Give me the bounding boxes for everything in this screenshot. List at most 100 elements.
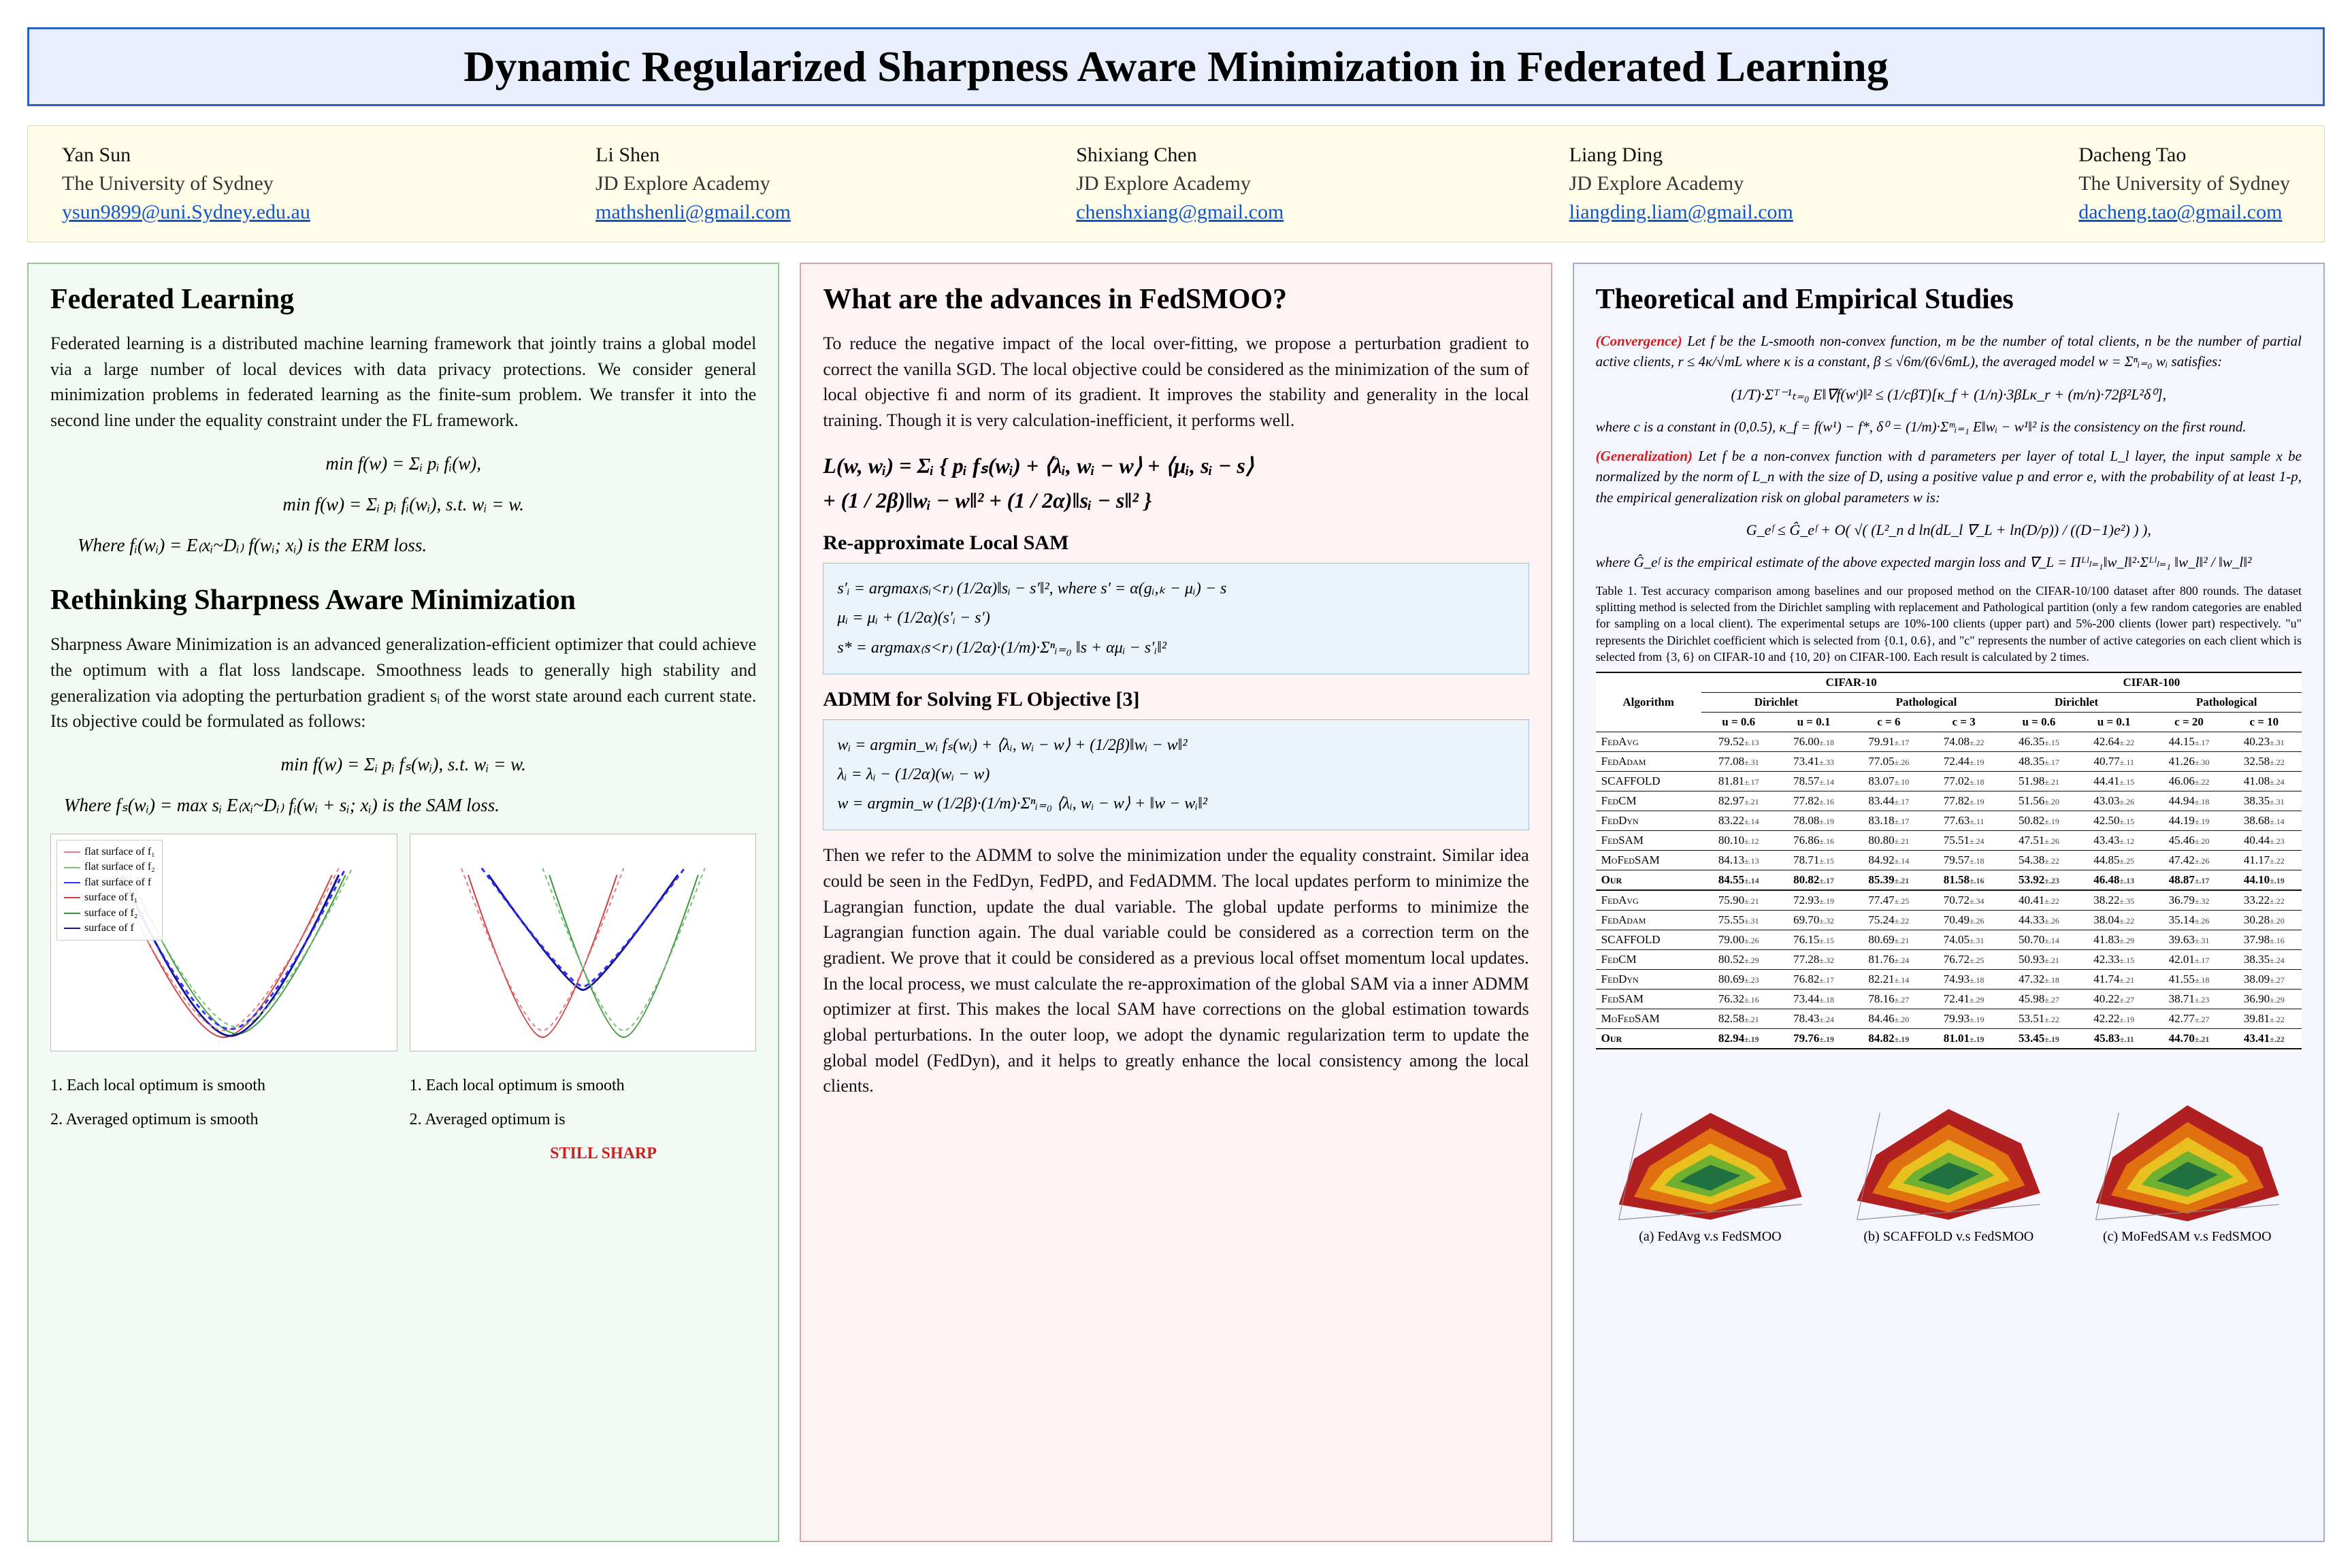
result-cell: 48.35±.17: [2002, 752, 2076, 772]
result-cell: 43.43±.12: [2076, 831, 2151, 851]
result-cell: 83.22±.14: [1701, 811, 1776, 831]
caption-line: 2. Averaged optimum is: [410, 1107, 757, 1132]
result-cell: 82.94±.19: [1701, 1029, 1776, 1049]
author-3: Liang Ding JD Explore Academy liangding.…: [1569, 141, 1793, 227]
result-cell: 43.41±.22: [2227, 1029, 2302, 1049]
author-email-link[interactable]: mathshenli@gmail.com: [595, 201, 791, 223]
result-cell: 53.51±.22: [2002, 1009, 2076, 1029]
result-cell: 43.03±.26: [2076, 791, 2151, 811]
result-cell: 44.85±.25: [2076, 851, 2151, 870]
table-row: FedAvg79.52±.1376.00±.1879.91±.1774.08±.…: [1596, 732, 2302, 752]
result-cell: 44.94±.18: [2151, 791, 2226, 811]
heading-fedsmoo: What are the advances in FedSMOO?: [823, 283, 1529, 316]
author-4: Dacheng Tao The University of Sydney dac…: [2078, 141, 2290, 227]
result-cell: 44.19±.19: [2151, 811, 2226, 831]
generalization-text: Let f be a non-convex function with d pa…: [1596, 448, 2302, 506]
result-cell: 33.22±.22: [2227, 890, 2302, 911]
surface-plot-a-icon: [1596, 1067, 1825, 1224]
result-cell: 73.44±.18: [1776, 990, 1851, 1009]
algorithm-cell: MoFedSAM: [1596, 851, 1701, 870]
result-cell: 36.79±.32: [2151, 890, 2226, 911]
author-1: Li Shen JD Explore Academy mathshenli@gm…: [595, 141, 791, 227]
author-email-link[interactable]: ysun9899@uni.Sydney.edu.au: [62, 201, 310, 223]
equation-fl-1: min f(w) = Σᵢ pᵢ fᵢ(w),: [50, 448, 756, 480]
algorithm-cell: FedAvg: [1596, 732, 1701, 752]
result-cell: 53.45±.19: [2002, 1029, 2076, 1049]
table-body-lower: FedAvg75.90±.2172.93±.1977.47±.2570.72±.…: [1596, 890, 2302, 1049]
result-cell: 41.74±.21: [2076, 970, 2151, 990]
author-0: Yan Sun The University of Sydney ysun989…: [62, 141, 310, 227]
author-email-link[interactable]: chenshxiang@gmail.com: [1076, 201, 1284, 223]
result-cell: 44.41±.15: [2076, 772, 2151, 791]
col-algorithm: Algorithm: [1596, 672, 1701, 732]
result-cell: 44.10±.19: [2227, 870, 2302, 891]
caption-line: 2. Averaged optimum is smooth: [50, 1107, 397, 1132]
result-cell: 45.46±.20: [2151, 831, 2226, 851]
eq-line: s* = argmax₍s<r₎ (1/2α)·(1/m)·Σⁿᵢ₌₀ ‖s +…: [837, 634, 1514, 663]
column-right: Theoretical and Empirical Studies (Conve…: [1573, 263, 2325, 1542]
result-cell: 74.08±.22: [1926, 732, 2001, 752]
result-cell: 70.72±.34: [1926, 890, 2001, 911]
result-cell: 77.82±.19: [1926, 791, 2001, 811]
result-cell: 50.93±.21: [2002, 950, 2076, 970]
result-cell: 79.76±.19: [1776, 1029, 1851, 1049]
algorithm-cell: SCAFFOLD: [1596, 930, 1701, 950]
algorithm-cell: SCAFFOLD: [1596, 772, 1701, 791]
table-row: FedDyn80.69±.2376.82±.1782.21±.1474.93±.…: [1596, 970, 2302, 990]
algorithm-cell: FedDyn: [1596, 811, 1701, 831]
table-header-row-3: u = 0.6 u = 0.1 c = 6 c = 3 u = 0.6 u = …: [1596, 713, 2302, 732]
col-u01: u = 0.1: [1776, 713, 1851, 732]
algorithm-cell: FedCM: [1596, 791, 1701, 811]
subhead-admm: ADMM for Solving FL Objective [3]: [823, 688, 1529, 711]
result-cell: 40.44±.23: [2227, 831, 2302, 851]
result-cell: 42.64±.22: [2076, 732, 2151, 752]
author-2: Shixiang Chen JD Explore Academy chenshx…: [1076, 141, 1284, 227]
page-title: Dynamic Regularized Sharpness Aware Mini…: [50, 42, 2302, 92]
legend-left: flat surface of f₁ flat surface of f₂ fl…: [56, 840, 163, 941]
result-cell: 82.97±.21: [1701, 791, 1776, 811]
subhead-reapprox: Re-approximate Local SAM: [823, 532, 1529, 555]
result-cell: 50.70±.14: [2002, 930, 2076, 950]
result-cell: 36.90±.29: [2227, 990, 2302, 1009]
col-u06: u = 0.6: [1701, 713, 1776, 732]
algorithm-cell: FedCM: [1596, 950, 1701, 970]
col-c10: c = 10: [2227, 713, 2302, 732]
result-cell: 42.77±.27: [2151, 1009, 2226, 1029]
result-cell: 38.71±.23: [2151, 990, 2226, 1009]
paragraph-fl: Federated learning is a distributed mach…: [50, 331, 756, 434]
table-row: FedSAM76.32±.1673.44±.1878.16±.2772.41±.…: [1596, 990, 2302, 1009]
author-email-link[interactable]: liangding.liam@gmail.com: [1569, 201, 1793, 223]
author-email-link[interactable]: dacheng.tao@gmail.com: [2078, 201, 2282, 223]
result-cell: 75.51±.24: [1926, 831, 2001, 851]
result-cell: 40.23±.31: [2227, 732, 2302, 752]
result-cell: 51.98±.21: [2002, 772, 2076, 791]
table-row: FedCM82.97±.2177.82±.1683.44±.1777.82±.1…: [1596, 791, 2302, 811]
loss-curves-sharp-icon: [410, 834, 756, 1051]
result-cell: 83.18±.17: [1851, 811, 1926, 831]
result-cell: 41.55±.18: [2151, 970, 2226, 990]
col-c20: c = 20: [2151, 713, 2226, 732]
result-cell: 40.77±.11: [2076, 752, 2151, 772]
generalization-equation: G_eᶠ ≤ Ĝ_eᶠ + O( √( (L²_n d ln(dL_l ∇_L …: [1596, 517, 2302, 542]
table-row: FedSAM80.10±.1276.86±.1680.80±.2175.51±.…: [1596, 831, 2302, 851]
lagrangian-equation: L(w, wᵢ) = Σᵢ { pᵢ fₛ(wᵢ) + ⟨λᵢ, wᵢ − w⟩…: [823, 448, 1529, 518]
result-cell: 77.05±.26: [1851, 752, 1926, 772]
result-cell: 38.35±.31: [2227, 791, 2302, 811]
surface-plot-b-icon: [1834, 1067, 2063, 1224]
result-cell: 80.52±.29: [1701, 950, 1776, 970]
result-cell: 47.32±.18: [2002, 970, 2076, 990]
legend-label: surface of f: [84, 921, 134, 936]
result-cell: 76.32±.16: [1701, 990, 1776, 1009]
legend-item: flat surface of f: [64, 875, 155, 890]
legend-item: surface of f₁: [64, 890, 155, 905]
result-cell: 38.35±.24: [2227, 950, 2302, 970]
algorithm-cell: FedAdam: [1596, 911, 1701, 930]
result-cell: 47.42±.26: [2151, 851, 2226, 870]
result-cell: 41.83±.29: [2076, 930, 2151, 950]
poster-columns: Federated Learning Federated learning is…: [27, 263, 2325, 1542]
result-cell: 45.98±.27: [2002, 990, 2076, 1009]
table-row: SCAFFOLD81.81±.1778.57±.1483.07±.1077.02…: [1596, 772, 2302, 791]
result-cell: 77.08±.31: [1701, 752, 1776, 772]
result-cell: 76.15±.15: [1776, 930, 1851, 950]
convergence-equation: (1/T)·Σᵀ⁻¹ₜ₌₀ E‖∇f(wᵗ)‖² ≤ (1/cβT)[κ_f +…: [1596, 382, 2302, 407]
